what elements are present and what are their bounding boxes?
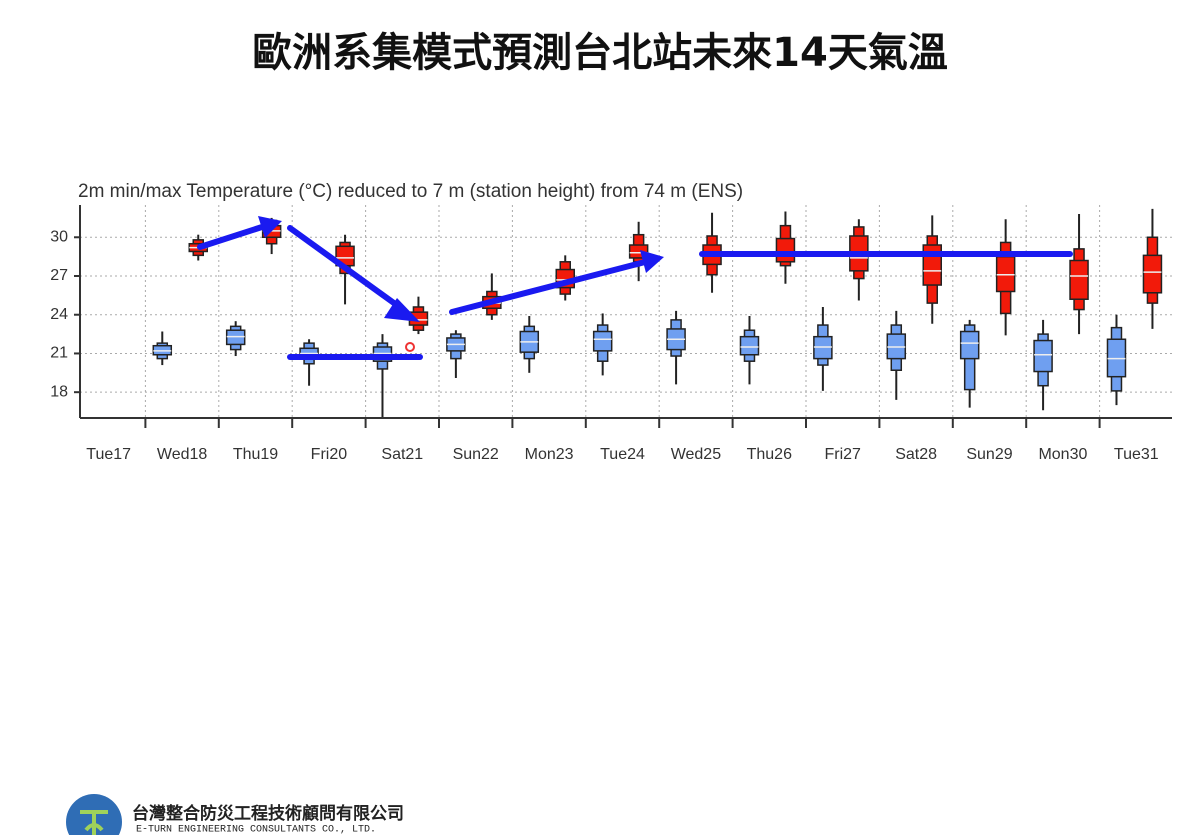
company-name-en: E-TURN ENGINEERING CONSULTANTS CO., LTD. — [136, 825, 376, 835]
arrow-head — [258, 216, 282, 238]
x-tick-label: Tue24 — [600, 446, 645, 463]
arrow — [287, 225, 408, 314]
x-tick-label: Wed25 — [671, 446, 722, 463]
y-tick-label: 24 — [50, 306, 68, 323]
x-tick-label: Thu19 — [233, 446, 278, 463]
x-tick-label: Thu26 — [747, 446, 792, 463]
box-p25-p75 — [775, 237, 796, 263]
y-tick-label: 30 — [50, 228, 68, 245]
page-title: 歐洲系集模式預測台北站未來14天氣溫 — [252, 30, 948, 76]
x-tick-label: Sun22 — [453, 446, 499, 463]
box-p25-p75 — [739, 335, 760, 356]
box-p25-p75 — [959, 330, 980, 360]
y-tick-label: 27 — [50, 267, 68, 284]
plot-area: 18 21 24 27 30 Tue17 Wed18 Thu19 Fri20 Sat21 Sun22… — [50, 205, 1172, 463]
logo — [66, 794, 122, 835]
x-tick-label: Wed18 — [157, 446, 208, 463]
box-p25-p75 — [1142, 254, 1163, 294]
arrow-head — [640, 250, 664, 273]
x-tick-label: Sat21 — [381, 446, 423, 463]
x-tick-label: Sun29 — [966, 446, 1012, 463]
x-tick-label: Tue31 — [1114, 446, 1159, 463]
box-p25-p75 — [1033, 339, 1053, 373]
x-tick-label: Fri20 — [311, 446, 348, 463]
x-tick-label: Sat28 — [895, 446, 937, 463]
annotation-arrows — [197, 216, 1073, 360]
y-tick-label: 21 — [50, 345, 68, 362]
x-tick-label: Mon30 — [1038, 446, 1087, 463]
company-name: 台灣整合防災工程技術顧問有限公司 — [132, 803, 404, 824]
chart-subtitle: 2m min/max Temperature (°C) reduced to 7… — [78, 181, 743, 202]
box-p25-p75 — [1069, 259, 1089, 300]
arrow — [449, 259, 648, 315]
arrow-head — [384, 298, 420, 322]
box-p25-p75 — [592, 330, 613, 352]
x-tick-label: Mon23 — [525, 446, 574, 463]
plot-background — [80, 205, 1172, 418]
marker-dot — [405, 342, 415, 352]
logo-mark — [80, 810, 108, 835]
arrow — [197, 224, 265, 250]
x-tick-label: Tue17 — [86, 446, 131, 463]
y-tick-label: 18 — [50, 383, 68, 400]
x-tick-label: Fri27 — [824, 446, 861, 463]
